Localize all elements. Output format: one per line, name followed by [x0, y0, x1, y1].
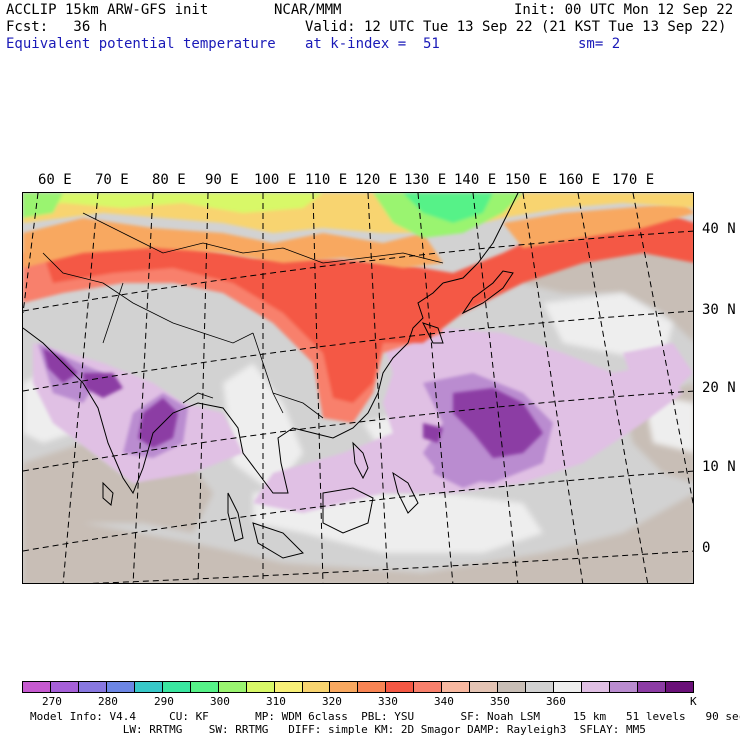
lon-label: 80 E: [152, 172, 186, 188]
init-time: Init: 00 UTC Mon 12 Sep 22: [514, 2, 734, 18]
model-title: ACCLIP 15km ARW-GFS init: [6, 2, 209, 18]
map-canvas: [23, 193, 693, 583]
lon-label: 110 E: [305, 172, 348, 188]
colorbar-swatch: [553, 682, 582, 692]
level-index: at k-index = 51: [305, 36, 440, 52]
colorbar-swatch: [497, 682, 526, 692]
colorbar-label: 280: [98, 695, 118, 708]
colorbar-swatch: [49, 682, 78, 692]
colorbar-swatch: [413, 682, 442, 692]
colorbar-label: 290: [154, 695, 174, 708]
colorbar-swatch: [105, 682, 134, 692]
smoothing-value: sm= 2: [578, 36, 621, 52]
colorbar-swatch: [525, 682, 554, 692]
colorbar-swatch: [189, 682, 218, 692]
colorbar-swatch: [385, 682, 414, 692]
colorbar-label: 360: [546, 695, 566, 708]
theta-e-map: [22, 192, 694, 584]
lon-label: 120 E: [355, 172, 398, 188]
colorbar-swatch: [441, 682, 470, 692]
colorbar-swatch: [636, 682, 665, 692]
colorbar-swatch: [357, 682, 386, 692]
lon-label: 130 E: [404, 172, 447, 188]
colorbar-swatch: [273, 682, 302, 692]
lat-label: 40 N: [702, 221, 736, 237]
colorbar-swatch: [329, 682, 358, 692]
colorbar-label: 310: [266, 695, 286, 708]
lat-label: 0: [702, 540, 711, 556]
colorbar-swatch: [133, 682, 162, 692]
organization-label: NCAR/MMM: [274, 2, 342, 18]
colorbar-label: 340: [434, 695, 454, 708]
colorbar-swatch: [217, 682, 246, 692]
colorbar-swatch: [161, 682, 190, 692]
forecast-hour: Fcst: 36 h: [6, 19, 108, 35]
colorbar-label: 350: [490, 695, 510, 708]
lon-label: 140 E: [454, 172, 497, 188]
colorbar-swatch: [664, 682, 693, 692]
colorbar-swatch: [469, 682, 498, 692]
colorbar: [22, 681, 694, 693]
colorbar-swatch: [301, 682, 330, 692]
lat-label: 20 N: [702, 380, 736, 396]
colorbar-label: 330: [378, 695, 398, 708]
model-info-line1: Model Info: V4.4 CU: KF MP: WDM 6class P…: [30, 710, 740, 723]
colorbar-label: 300: [210, 695, 230, 708]
lon-label: 160 E: [558, 172, 601, 188]
lon-label: 100 E: [254, 172, 297, 188]
colorbar-swatch: [23, 682, 50, 692]
lon-label: 60 E: [38, 172, 72, 188]
lon-label: 70 E: [95, 172, 129, 188]
colorbar-swatch: [245, 682, 274, 692]
lon-label: 170 E: [612, 172, 655, 188]
field-name: Equivalent potential temperature: [6, 36, 276, 52]
colorbar-swatch: [77, 682, 106, 692]
model-info-line2: LW: RRTMG SW: RRTMG DIFF: simple KM: 2D …: [30, 723, 646, 736]
lon-label: 150 E: [505, 172, 548, 188]
lat-label: 10 N: [702, 459, 736, 475]
lon-label: 90 E: [205, 172, 239, 188]
colorbar-unit: K: [690, 695, 697, 708]
colorbar-swatch: [581, 682, 610, 692]
colorbar-label: 270: [42, 695, 62, 708]
colorbar-label: 320: [322, 695, 342, 708]
lat-label: 30 N: [702, 302, 736, 318]
valid-time: Valid: 12 UTC Tue 13 Sep 22 (21 KST Tue …: [305, 19, 727, 35]
colorbar-swatch: [609, 682, 637, 692]
